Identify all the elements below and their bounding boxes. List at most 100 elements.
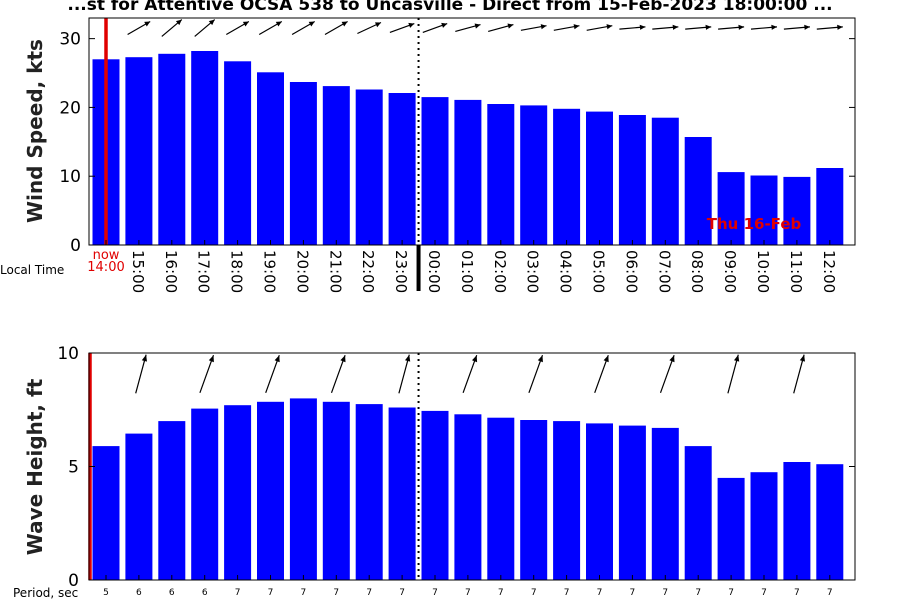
- wind-arrow-head: [441, 22, 448, 28]
- wave-height-bar: [618, 425, 646, 580]
- period-value: 7: [728, 588, 734, 598]
- wind-speed-bar: [224, 61, 252, 245]
- period-value: 5: [103, 588, 109, 598]
- wave-arrow-head: [340, 355, 346, 363]
- wave-height-panel: 0 5 10 5 6 6 6 7 7 7 7 7 7 7 7 7 7 7 7 7 7 7 7 7 7 7 Wave Height, …: [13, 344, 856, 600]
- x-tick-label: 18:00: [228, 250, 246, 293]
- wind-speed-bar: [553, 108, 581, 245]
- wind-speed-bar: [125, 57, 153, 246]
- wave-height-bar: [125, 433, 153, 580]
- wave-arrow-head: [669, 355, 675, 363]
- y-tick-label: 0: [70, 236, 81, 256]
- wind-arrow-head: [375, 22, 381, 28]
- wave-arrow-head: [734, 354, 740, 362]
- period-value: 7: [630, 588, 636, 598]
- wind-arrow-head: [408, 22, 415, 28]
- x-tick-label: 06:00: [622, 250, 640, 293]
- wind-speed-bar: [257, 72, 284, 245]
- wave-arrow: [135, 354, 147, 394]
- wind-arrow-head: [837, 24, 843, 30]
- wind-arrow-head: [540, 24, 547, 30]
- wind-arrow-head: [242, 21, 249, 27]
- wind-arrow-head: [308, 21, 315, 27]
- x-tick-label: 15:00: [129, 250, 147, 293]
- wind-arrow-head: [771, 24, 777, 30]
- y-tick-label: 10: [59, 167, 81, 187]
- x-tick-label: 23:00: [392, 250, 410, 293]
- x-tick-label: 04:00: [557, 250, 575, 293]
- x-axis-label: Period, sec: [13, 586, 78, 600]
- wave-arrow: [330, 354, 346, 394]
- wave-height-bar: [717, 477, 745, 580]
- x-tick-label: 21:00: [326, 250, 344, 293]
- wave-height-bar: [783, 462, 811, 580]
- wave-height-bar: [257, 401, 284, 580]
- wind-speed-bar: [388, 93, 416, 245]
- period-value: 6: [136, 588, 142, 598]
- y-tick-label: 5: [68, 458, 79, 478]
- wind-arrow-head: [474, 23, 481, 29]
- wave-height-bar: [454, 414, 482, 580]
- wind-arrow-head: [639, 24, 646, 30]
- wave-arrow-head: [472, 355, 478, 363]
- wave-height-bar: [586, 423, 613, 580]
- x-axis-label: Local Time: [0, 263, 64, 277]
- wave-arrow-head: [603, 355, 609, 363]
- wave-arrow-head: [405, 354, 411, 362]
- wave-height-bar: [289, 398, 317, 580]
- wave-arrow: [793, 354, 805, 394]
- x-tick-label: 03:00: [524, 250, 542, 293]
- wave-height-bar: [322, 401, 350, 580]
- period-value: 7: [597, 588, 603, 598]
- wind-speed-bar: [487, 104, 515, 245]
- wind-arrow-head: [175, 19, 182, 26]
- y-tick-label: 20: [59, 98, 81, 118]
- wave-arrow-head: [274, 355, 280, 363]
- period-value: 6: [202, 588, 208, 598]
- period-value: 7: [366, 588, 372, 598]
- x-tick-label: 10:00: [754, 250, 772, 293]
- period-value: 7: [432, 588, 438, 598]
- wave-height-bar: [191, 408, 219, 580]
- wave-arrow: [727, 354, 739, 394]
- y-tick-label: 0: [68, 571, 79, 591]
- wave-arrow: [265, 354, 280, 394]
- x-tick-label: 08:00: [688, 250, 706, 293]
- period-value: 7: [465, 588, 471, 598]
- wave-height-bar: [553, 421, 581, 580]
- x-tick-label: 17:00: [195, 250, 213, 293]
- period-value: 7: [794, 588, 800, 598]
- wave-height-bar: [355, 404, 383, 580]
- period-value: 7: [564, 588, 570, 598]
- x-tick-label: 00:00: [425, 250, 443, 293]
- wave-arrow-head: [141, 354, 147, 362]
- wind-speed-bar: [355, 89, 383, 245]
- x-tick-label: 16:00: [162, 250, 180, 293]
- wave-height-bar: [651, 427, 679, 580]
- wave-height-bar: [750, 472, 778, 580]
- y-tick-label: 10: [57, 344, 79, 364]
- wind-speed-bar: [783, 176, 811, 245]
- y-axis-label: Wave Height, ft: [23, 378, 47, 555]
- period-value: 7: [662, 588, 668, 598]
- wind-arrow-head: [606, 24, 613, 30]
- wind-arrow-head: [573, 24, 580, 30]
- x-tick-label: 02:00: [491, 250, 509, 293]
- wind-speed-bar: [618, 115, 646, 245]
- period-value: 7: [235, 588, 241, 598]
- wind-speed-bar: [586, 111, 613, 245]
- x-tick-label: 01:00: [458, 250, 476, 293]
- y-tick-label: 30: [59, 30, 81, 50]
- wave-arrow: [398, 354, 410, 394]
- now-label: now: [93, 248, 120, 263]
- wind-arrow-head: [275, 21, 282, 27]
- wind-arrow-head: [705, 24, 712, 30]
- wave-height-bar: [684, 446, 712, 580]
- x-tick-label: 05:00: [590, 250, 608, 293]
- wind-arrow-head: [341, 21, 348, 27]
- period-value: 7: [695, 588, 701, 598]
- wave-arrow-head: [537, 355, 543, 363]
- period-value: 7: [333, 588, 339, 598]
- wave-arrow-head: [799, 354, 805, 362]
